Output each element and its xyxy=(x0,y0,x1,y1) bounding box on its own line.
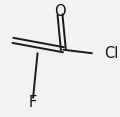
Text: O: O xyxy=(54,4,66,19)
Text: F: F xyxy=(29,95,37,110)
Text: Cl: Cl xyxy=(104,46,119,61)
